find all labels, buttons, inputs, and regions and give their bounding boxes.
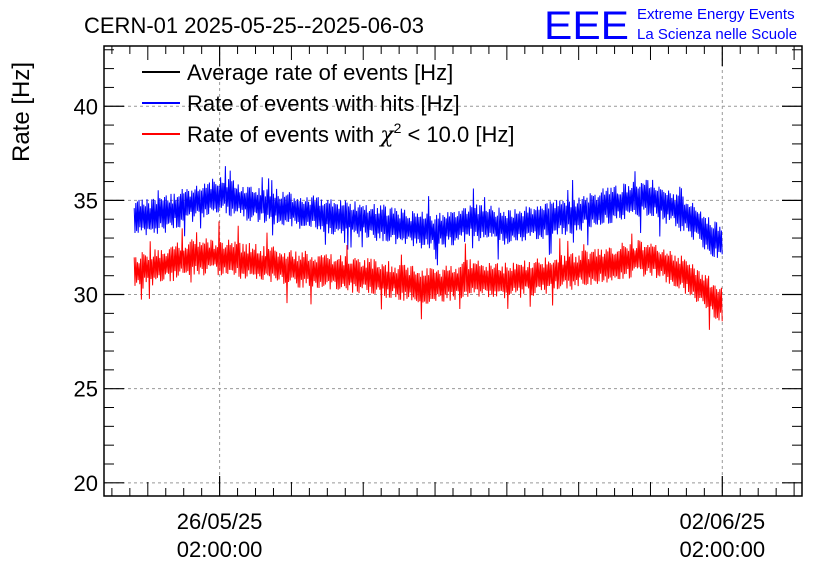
y-tick-label: 25	[74, 377, 98, 402]
legend-chi2-prefix: Rate of events with	[187, 122, 380, 147]
y-tick-label: 35	[74, 188, 98, 213]
y-axis-label: Rate [Hz]	[8, 62, 35, 162]
x-tick-label-date: 26/05/25	[177, 509, 263, 534]
legend-label-hits: Rate of events with hits [Hz]	[187, 91, 460, 116]
x-tick-label-date: 02/06/25	[679, 509, 765, 534]
y-tick-label: 30	[74, 283, 98, 308]
legend-chi2-superscript: 2	[394, 120, 402, 136]
y-tick-label: 40	[74, 94, 98, 119]
axis-ticks	[104, 46, 802, 496]
logo-mark: EEE	[544, 4, 629, 48]
tick-labels: 20 25 30 35 40 26/05/25 02:00:00 02/06/25 02:00:…	[74, 94, 766, 562]
legend-chi2-symbol: χ	[378, 123, 395, 148]
legend-label-average: Average rate of events [Hz]	[187, 60, 453, 85]
y-tick-label: 20	[74, 471, 98, 496]
series-layer	[133, 166, 723, 330]
x-tick-label-time: 02:00:00	[679, 537, 765, 562]
series-line-2	[133, 221, 723, 330]
legend-chi2-suffix: < 10.0 [Hz]	[401, 122, 514, 147]
legend: Average rate of events [Hz] Rate of even…	[142, 60, 514, 148]
series-line-1	[133, 166, 723, 266]
x-tick-label-time: 02:00:00	[177, 537, 263, 562]
legend-label-chi2: Rate of events with χ2 < 10.0 [Hz]	[187, 120, 514, 148]
logo-line1: Extreme Energy Events	[637, 6, 795, 23]
eee-logo: EEE Extreme Energy Events La Scienza nel…	[544, 4, 797, 48]
logo-line2: La Scienza nelle Scuole	[637, 26, 797, 43]
chart-title: CERN-01 2025-05-25--2025-06-03	[84, 13, 424, 38]
